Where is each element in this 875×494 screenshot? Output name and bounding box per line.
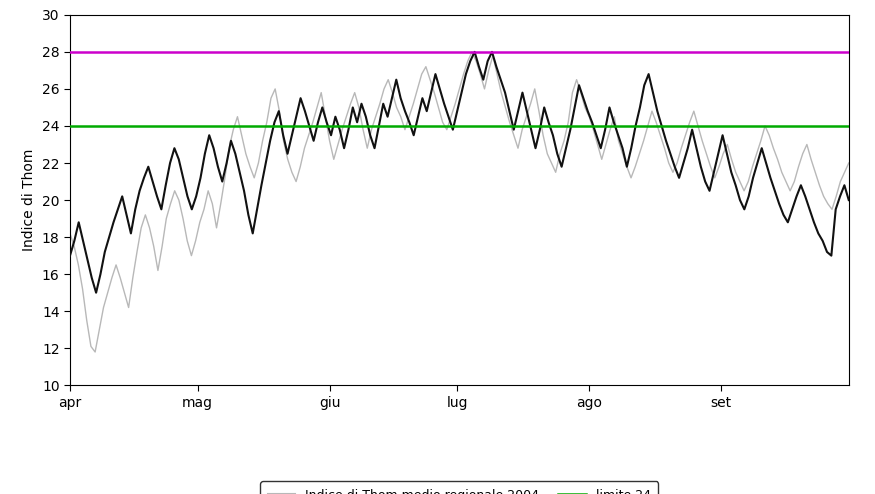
Legend: Indice di Thom medio regionale 2004, Indice di Thom medio regionale 2007, limite: Indice di Thom medio regionale 2004, Ind… [261, 481, 658, 494]
Y-axis label: Indice di Thom: Indice di Thom [22, 149, 36, 251]
